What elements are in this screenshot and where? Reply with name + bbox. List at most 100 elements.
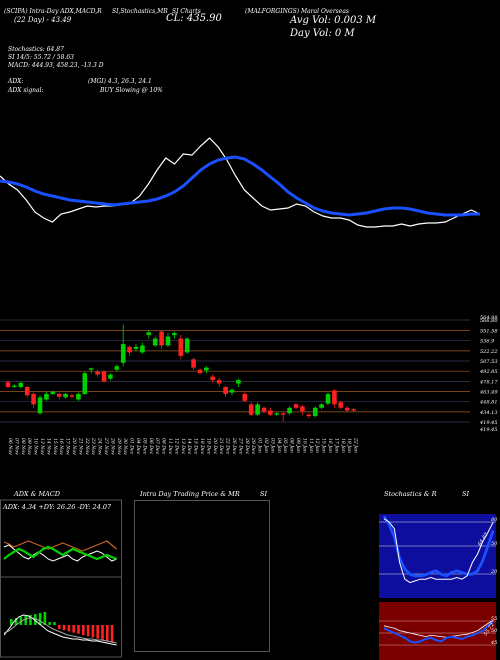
moving-average-line — [0, 155, 480, 217]
price-tick-label: 463.49 — [479, 390, 498, 396]
stoch-panel-title: Stochastics & R — [384, 490, 437, 498]
candle-body — [18, 382, 24, 388]
top-line-chart — [0, 137, 481, 228]
intraday-panel — [134, 500, 270, 652]
header-symbol: (MALFORGINGS) Maral Overseas — [245, 8, 349, 15]
si-background — [379, 602, 496, 660]
day-vol-label: Day Vol: 0 M — [290, 28, 355, 39]
candlestick-chart: 566.80 551.58 536.9 522.22 507.53 492.85 478.1… — [0, 315, 498, 455]
stat-si: SI 14/5: 55.72 / 58.63 — [8, 54, 74, 61]
candle-body — [242, 393, 248, 401]
candle-body — [204, 367, 209, 371]
date-tick-label: 19 Dec — [205, 438, 211, 455]
candle-body — [146, 332, 152, 336]
macd-histogram-bar — [10, 619, 13, 625]
stoch-si-tag: SI — [462, 490, 470, 498]
candle-body — [300, 406, 305, 412]
date-tick-label: 20 Nov — [71, 437, 77, 455]
header-stoch-tag: SI,Stochastics,MR — [112, 8, 168, 15]
date-tick-label: 14 Dec — [186, 438, 192, 455]
si-tick-label: 50 — [491, 628, 498, 634]
candle-body — [140, 345, 145, 353]
macd-histogram-bar — [43, 612, 47, 625]
date-tick-label: 05 Dec — [141, 438, 147, 455]
macd-histogram-bar — [96, 625, 99, 639]
price-tick-label: 564.98 — [480, 315, 498, 321]
price-tick-label: 448.81 — [479, 400, 498, 406]
macd-histogram-bar — [86, 625, 90, 637]
date-tick-label: 22 Dec — [225, 437, 231, 455]
candle-body — [319, 404, 324, 408]
candle-body — [332, 390, 337, 405]
date-tick-label: 14 Nov — [45, 438, 51, 455]
date-tick-label: 21 Dec — [218, 437, 224, 455]
candle-body — [229, 389, 235, 393]
stat-adx: ADX: — [8, 78, 24, 85]
candle-body — [120, 344, 126, 363]
date-tick-label: 18 Dec — [199, 438, 205, 455]
candle-body — [197, 369, 203, 374]
stoch-k-line — [383, 518, 494, 584]
candle-body — [37, 397, 43, 414]
candle-body — [88, 368, 94, 370]
date-tick-label: 08 Jan — [289, 438, 295, 453]
date-tick-label: 21 Nov — [77, 437, 83, 455]
macd-histogram-bar — [106, 625, 109, 641]
macd-histogram-bar — [14, 618, 18, 625]
date-tick-label: 07 Dec — [154, 438, 160, 455]
candle-body — [306, 414, 312, 417]
macd-signal-line — [3, 617, 117, 644]
candle-body — [210, 376, 216, 381]
macd-histogram-bar — [38, 613, 42, 625]
stoch-tick-label: 80 — [491, 517, 498, 523]
close-label: CL: 435.90 — [166, 13, 222, 24]
stoch-background — [379, 514, 496, 598]
candle-body — [82, 373, 88, 394]
candle-body — [172, 333, 177, 336]
date-tick-label: 17 Jan — [333, 438, 339, 453]
date-tick-label: 02 Jan — [263, 438, 269, 453]
date-tick-label: 10 Nov — [33, 438, 39, 455]
candle-body — [268, 410, 273, 415]
date-tick-label: 15 Jan — [321, 438, 327, 453]
candle-body — [280, 413, 286, 415]
date-tick-label: 01 Dec — [129, 438, 135, 455]
date-tick-label: 05 Jan — [282, 438, 288, 453]
price-tick-label: 507.53 — [480, 359, 498, 365]
candle-body — [50, 391, 56, 394]
candle-body — [76, 393, 81, 400]
candle-body — [159, 331, 164, 346]
plus-di-line — [3, 544, 117, 562]
date-tick-label: 04 Jan — [276, 438, 282, 453]
date-tick-label: 20 Dec — [212, 437, 218, 455]
stat-adx-values: (MGI) 4.3, 26.3, 24.1 — [88, 78, 152, 85]
macd-histogram-bar — [29, 615, 32, 625]
macd-histogram-bar — [34, 614, 37, 625]
candle-body — [31, 393, 36, 405]
candle-body — [236, 380, 241, 384]
date-tick-label: 11 Jan — [308, 438, 314, 453]
date-tick-label: 29 Dec — [250, 437, 256, 455]
price-tick-label: 419.45 — [479, 427, 498, 433]
adx-panel-frame — [0, 499, 122, 658]
candle-body — [101, 371, 107, 382]
candle-body — [44, 393, 49, 400]
header-date-line: (22 Day) - 43.49 — [14, 16, 72, 24]
price-tick-label: 419.45 — [479, 420, 498, 426]
date-tick-label: 12 Jan — [314, 438, 320, 453]
date-tick-label: 10 Jan — [301, 438, 307, 453]
candle-body — [351, 409, 356, 411]
candle-body — [114, 366, 120, 370]
date-tick-label: 23 Nov — [90, 437, 96, 455]
candle-body — [5, 382, 11, 388]
adx-line — [3, 545, 118, 561]
macd-histogram-bar — [91, 625, 95, 638]
candle-body — [248, 404, 254, 415]
si-tick-label: 45 — [490, 640, 497, 646]
date-tick-label: 16 Nov — [58, 438, 64, 455]
price-tick-label: 492.85 — [479, 369, 498, 375]
candle-body — [338, 402, 344, 408]
date-tick-label: 27 Dec — [237, 437, 243, 455]
date-tick-label: 07 Nov — [13, 438, 19, 455]
